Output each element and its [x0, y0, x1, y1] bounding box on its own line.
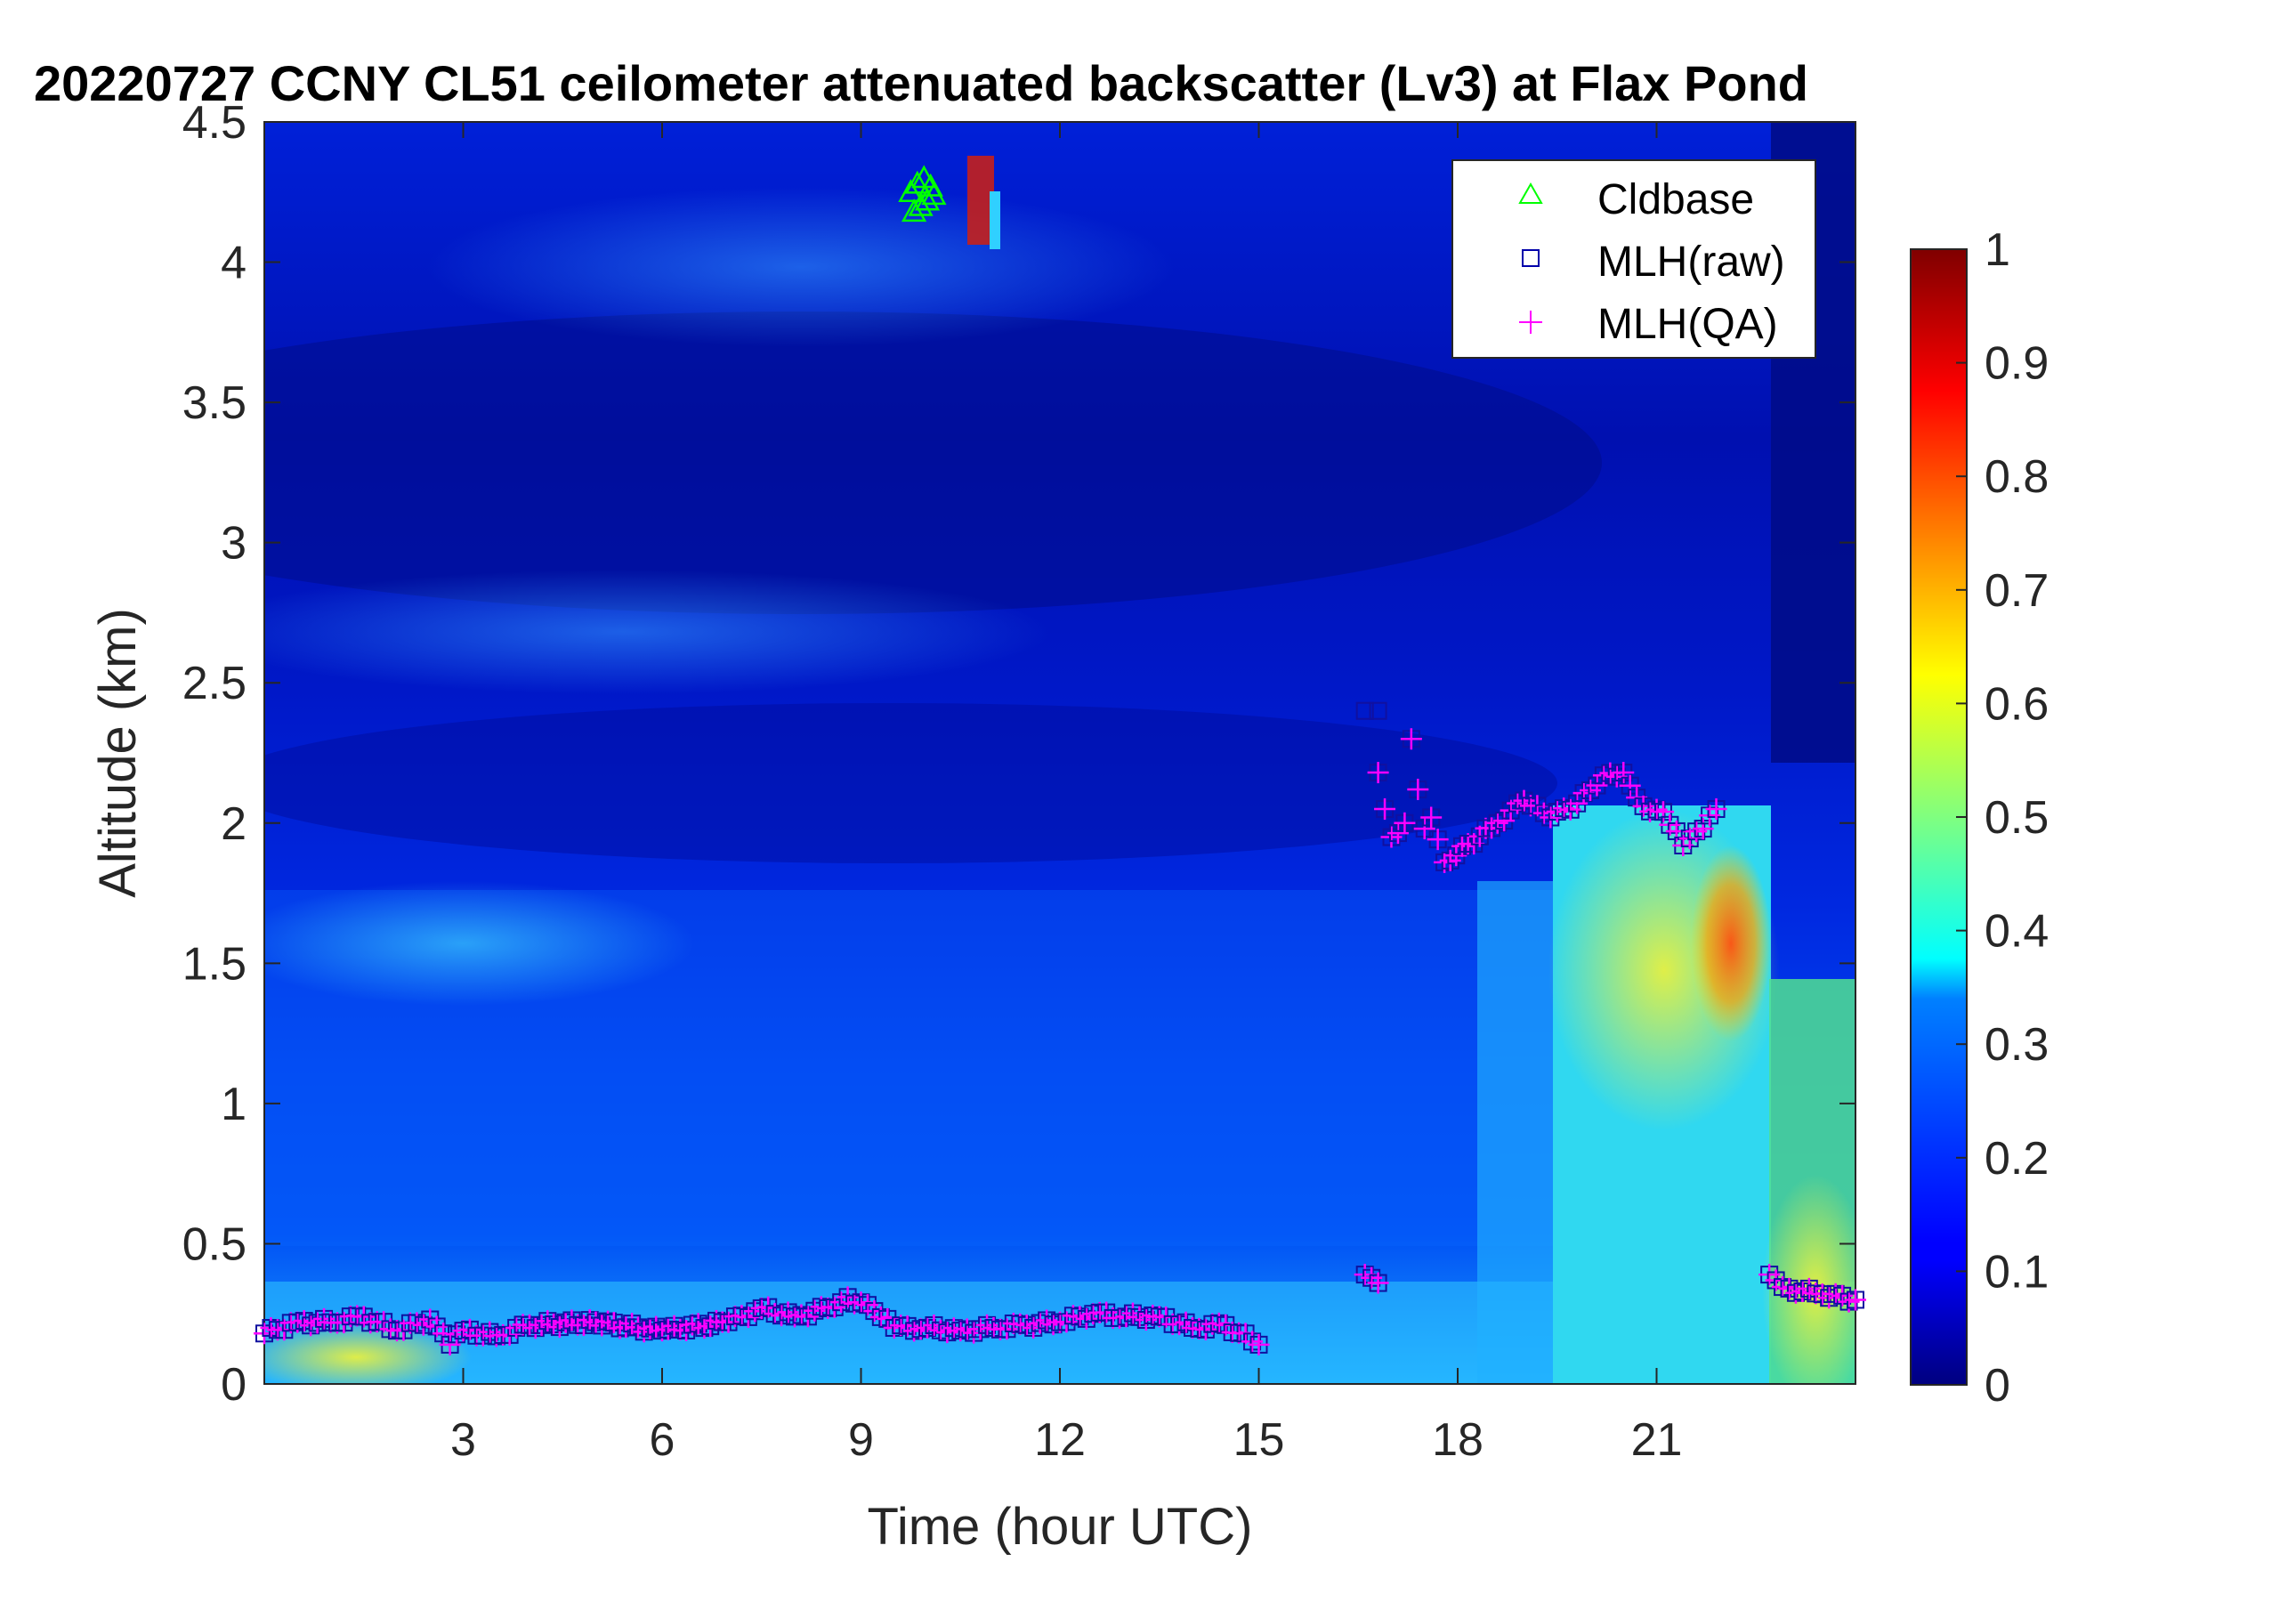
- x-tick-label: 18: [1432, 1414, 1484, 1466]
- mlh-qa-marker: [1400, 728, 1422, 750]
- y-tick-label: 1: [221, 1079, 247, 1130]
- heatmap-afternoon-orange: [1691, 846, 1771, 1041]
- mlh-qa-marker: [1420, 806, 1443, 829]
- colorbar-tick-label: 0.6: [1985, 678, 2049, 730]
- mlh-qa-marker: [1445, 845, 1467, 867]
- heatmap-aerosol-layer: [264, 570, 1050, 694]
- heatmap-dark-band-2: [264, 703, 1557, 863]
- legend-mlh-raw-marker: [1522, 249, 1540, 267]
- colorbar-tick-label: 0.2: [1985, 1133, 2049, 1185]
- mlh-raw-marker: [1369, 701, 1387, 720]
- heatmap-surface-yellow: [264, 1322, 472, 1384]
- legend-mlh-qa-label: MLH(QA): [1597, 301, 1778, 348]
- chart-title: 20220727 CCNY CL51 ceilometer attenuated…: [34, 55, 1808, 111]
- legend-cldbase-label: Cldbase: [1597, 176, 1754, 223]
- heatmap-residual-layer: [264, 881, 694, 1006]
- mlh-qa-marker: [1407, 778, 1429, 800]
- legend-cldbase-marker: [1518, 182, 1543, 204]
- x-tick-label: 6: [650, 1414, 675, 1466]
- colorbar-tick-label: 0.4: [1985, 906, 2049, 958]
- colorbar-tick-label: 0.9: [1985, 338, 2049, 390]
- mlh-qa-marker: [1367, 762, 1389, 784]
- colorbar-ticks: 0 0.1 0.2 0.3 0.4 0.5 0.6 0.7 0.8 0.9 1: [1956, 224, 2049, 1412]
- x-tick-label: 21: [1631, 1414, 1683, 1466]
- colorbar-tick-label: 0.3: [1985, 1019, 2049, 1071]
- cldbase-marker: [901, 198, 927, 222]
- colorbar-tick-label: 1: [1985, 224, 2010, 276]
- y-tick-label: 4: [221, 238, 247, 289]
- mlh-qa-marker: [1692, 818, 1714, 840]
- heatmap-cloud-streak-edge: [990, 191, 1000, 249]
- cldbase-marker: [918, 173, 943, 197]
- cldbase-marker: [921, 182, 947, 206]
- colorbar-tick-label: 0.1: [1985, 1246, 2049, 1298]
- y-axis: 0 0.5 1 1.5 2 2.5 3 3.5 4 4.5: [182, 97, 1855, 1411]
- mlh-qa-marker: [1619, 774, 1641, 797]
- mlh-markers: [254, 165, 1866, 1355]
- colorbar-tick-label: 0.5: [1985, 792, 2049, 844]
- mlh-qa-marker: [1451, 835, 1473, 857]
- x-tick-label: 3: [450, 1414, 476, 1466]
- y-tick-label: 2.5: [182, 658, 247, 709]
- mlh-qa-marker: [1248, 1333, 1270, 1355]
- heatmap-dark-band: [264, 312, 1602, 614]
- y-tick-label: 1.5: [182, 938, 247, 990]
- mlh-qa-marker: [1613, 762, 1635, 784]
- y-axis-label: Altitude (km): [89, 608, 147, 898]
- y-tick-label: 2: [221, 798, 247, 850]
- x-axis: 3 6 9 12 15 18 21: [450, 122, 1682, 1466]
- cldbase-marker: [914, 187, 941, 211]
- legend-mlh-qa-marker: [1519, 311, 1542, 334]
- y-tick-label: 4.5: [182, 97, 247, 149]
- y-tick-label: 0: [221, 1359, 247, 1411]
- mlh-qa-marker: [1413, 818, 1435, 840]
- x-tick-label: 9: [848, 1414, 874, 1466]
- mlh-qa-marker: [1439, 849, 1461, 871]
- cldbase-marker: [898, 179, 924, 203]
- colorbar-tick-label: 0: [1985, 1360, 2010, 1412]
- mlh-qa-marker: [1367, 1272, 1389, 1294]
- x-tick-label: 12: [1034, 1414, 1086, 1466]
- mlh-qa-marker: [1374, 798, 1396, 821]
- cldbase-marker: [904, 170, 930, 194]
- y-tick-label: 3.5: [182, 377, 247, 429]
- mlh-qa-marker: [1652, 801, 1674, 823]
- x-tick-label: 15: [1233, 1414, 1285, 1466]
- colorbar-tick-label: 0.7: [1985, 565, 2049, 617]
- x-axis-label: Time (hour UTC): [868, 1498, 1253, 1556]
- heatmap-upper-layer: [427, 187, 1175, 347]
- mlh-qa-marker: [1394, 812, 1416, 834]
- legend-mlh-raw-label: MLH(raw): [1597, 239, 1785, 286]
- mlh-qa-marker: [1705, 798, 1727, 821]
- mlh-raw-marker: [1355, 701, 1374, 720]
- mlh-qa-marker: [1845, 1289, 1866, 1311]
- legend: Cldbase MLH(raw) MLH(QA): [1451, 159, 1816, 359]
- mlh-qa-marker: [1427, 829, 1449, 851]
- mlh-qa-marker: [1434, 851, 1456, 873]
- colorbar-tick-label: 0.8: [1985, 451, 2049, 503]
- legend-box: [1451, 159, 1816, 359]
- y-tick-label: 3: [221, 518, 247, 570]
- heatmap-afternoon-mixed-layer: [1477, 881, 1562, 1384]
- y-tick-label: 0.5: [182, 1218, 247, 1270]
- colorbar: 0 0.1 0.2 0.3 0.4 0.5 0.6 0.7 0.8 0.9 1: [1910, 224, 2049, 1412]
